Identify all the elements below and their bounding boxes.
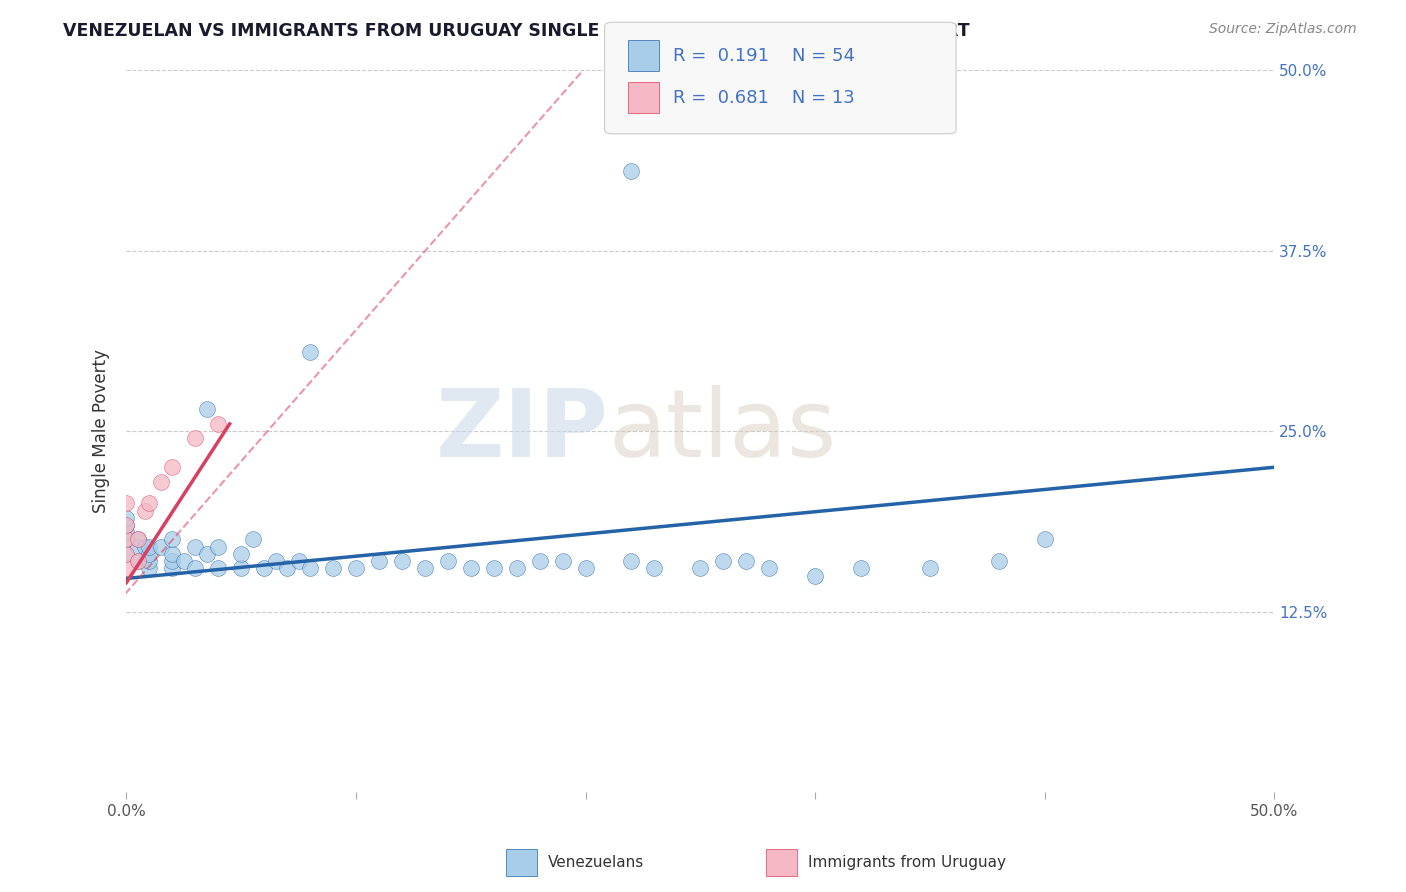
Point [138,547,160,561]
Point [758,561,780,575]
Text: ZIP: ZIP [436,385,609,477]
Point [689,561,711,575]
Point [115,518,138,533]
Point [195,402,218,417]
Point [207,561,229,575]
Point [529,554,551,568]
Text: Source: ZipAtlas.com: Source: ZipAtlas.com [1209,22,1357,37]
Point [184,540,207,554]
Text: Immigrants from Uruguay: Immigrants from Uruguay [808,855,1007,870]
Point [160,460,183,475]
Point [253,561,276,575]
Point [127,540,149,554]
Point [804,568,827,582]
Point [115,496,138,510]
Text: VENEZUELAN VS IMMIGRANTS FROM URUGUAY SINGLE MALE POVERTY CORRELATION CHART: VENEZUELAN VS IMMIGRANTS FROM URUGUAY SI… [63,22,970,40]
Text: Venezuelans: Venezuelans [548,855,644,870]
Point [115,547,138,561]
Point [160,533,183,547]
Point [115,518,138,533]
Point [115,547,138,561]
Point [127,554,149,568]
Point [849,561,872,575]
Point [436,554,458,568]
Point [184,561,207,575]
Point [620,164,643,178]
Point [391,554,413,568]
Point [138,540,160,554]
Point [298,344,321,359]
Point [344,561,367,575]
Point [160,547,183,561]
Point [643,561,665,575]
Point [115,510,138,524]
Point [134,540,156,554]
Y-axis label: Single Male Poverty: Single Male Poverty [93,349,110,513]
Point [115,533,138,547]
Point [207,540,229,554]
Point [149,475,172,489]
Point [138,496,160,510]
Point [482,561,505,575]
Point [735,554,758,568]
Point [551,554,574,568]
Point [173,554,195,568]
Text: atlas: atlas [609,385,837,477]
Point [711,554,734,568]
Point [264,554,287,568]
Text: R =  0.191    N = 54: R = 0.191 N = 54 [673,46,855,65]
Point [287,554,309,568]
Text: R =  0.681    N = 13: R = 0.681 N = 13 [673,88,855,107]
Point [574,561,596,575]
Point [115,533,138,547]
Point [115,561,138,575]
Point [367,554,389,568]
Point [322,561,344,575]
Point [134,503,156,517]
Point [505,561,527,575]
Point [229,547,252,561]
Point [242,533,264,547]
Point [229,561,252,575]
Point [918,561,941,575]
Point [127,533,149,547]
Point [620,554,643,568]
Point [184,431,207,445]
Point [460,561,482,575]
Point [276,561,298,575]
Point [987,554,1010,568]
Point [138,554,160,568]
Point [207,417,229,431]
Point [160,561,183,575]
Point [138,561,160,575]
Point [127,533,149,547]
Point [195,547,218,561]
Point [413,561,436,575]
Point [160,554,183,568]
Point [127,554,149,568]
Point [298,561,321,575]
Point [1033,533,1056,547]
Point [115,525,138,540]
Point [149,540,172,554]
